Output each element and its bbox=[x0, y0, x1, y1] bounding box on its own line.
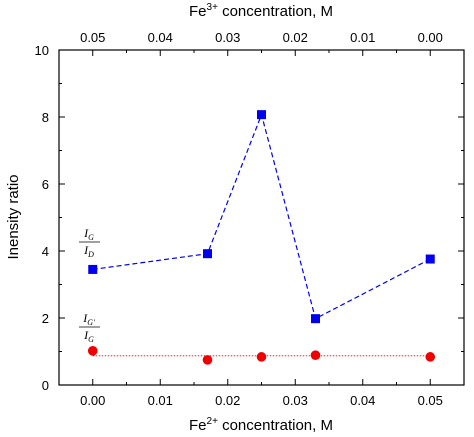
top-tick-label: 0.04 bbox=[148, 30, 173, 45]
bottom-tick-label: 0.00 bbox=[80, 393, 105, 408]
series-label-igprime-ig: IG' IG bbox=[79, 311, 100, 344]
data-point-square bbox=[425, 254, 435, 264]
top-tick-label: 0.02 bbox=[283, 30, 308, 45]
series-label-ig-id: IG ID bbox=[79, 226, 100, 259]
data-point-square bbox=[203, 249, 212, 259]
series-line bbox=[92, 112, 431, 320]
svg-text:IG: IG bbox=[83, 328, 94, 344]
data-point-square bbox=[311, 314, 320, 324]
bottom-tick-label: 0.04 bbox=[350, 393, 375, 408]
bottom-tick-label: 0.03 bbox=[283, 393, 308, 408]
svg-text:IG': IG' bbox=[82, 311, 95, 327]
bottom-axis-title: Fe2+ concentration, M bbox=[189, 416, 333, 434]
series-0 bbox=[88, 110, 435, 324]
top-axis-title: Fe3+ concentration, M bbox=[189, 2, 333, 20]
y-axis-title: Inensity ratio bbox=[5, 174, 22, 259]
left-axis-ticks: 0 2 4 6 8 10 bbox=[35, 43, 464, 393]
series-layer bbox=[87, 110, 436, 365]
data-point-circle bbox=[256, 352, 267, 362]
bottom-tick-label: 0.05 bbox=[418, 393, 443, 408]
left-tick-label: 6 bbox=[42, 177, 49, 192]
top-tick-label: 0.05 bbox=[80, 30, 105, 45]
data-point-circle bbox=[202, 355, 213, 365]
top-tick-label: 0.01 bbox=[350, 30, 375, 45]
top-tick-label: 0.00 bbox=[418, 30, 443, 45]
bottom-tick-label: 0.01 bbox=[148, 393, 173, 408]
svg-text:ID: ID bbox=[83, 243, 94, 259]
bottom-tick-label: 0.02 bbox=[215, 393, 240, 408]
svg-text:IG: IG bbox=[83, 226, 94, 242]
bottom-axis-ticks: 0.00 0.01 0.02 0.03 0.04 0.05 bbox=[80, 379, 443, 408]
data-point-circle bbox=[425, 352, 436, 362]
left-tick-label: 2 bbox=[42, 311, 49, 326]
data-point-square bbox=[257, 110, 266, 120]
left-tick-label: 4 bbox=[42, 244, 49, 259]
data-point-square bbox=[88, 264, 98, 274]
top-axis-ticks: 0.05 0.04 0.03 0.02 0.01 0.00 bbox=[80, 30, 443, 56]
data-point-circle bbox=[87, 346, 98, 356]
data-point-circle bbox=[310, 350, 321, 360]
left-tick-label: 8 bbox=[42, 110, 49, 125]
series-1 bbox=[87, 346, 436, 365]
plot-frame bbox=[58, 49, 465, 386]
left-tick-label: 0 bbox=[42, 378, 49, 393]
top-tick-label: 0.03 bbox=[215, 30, 240, 45]
left-tick-label: 10 bbox=[35, 43, 49, 58]
